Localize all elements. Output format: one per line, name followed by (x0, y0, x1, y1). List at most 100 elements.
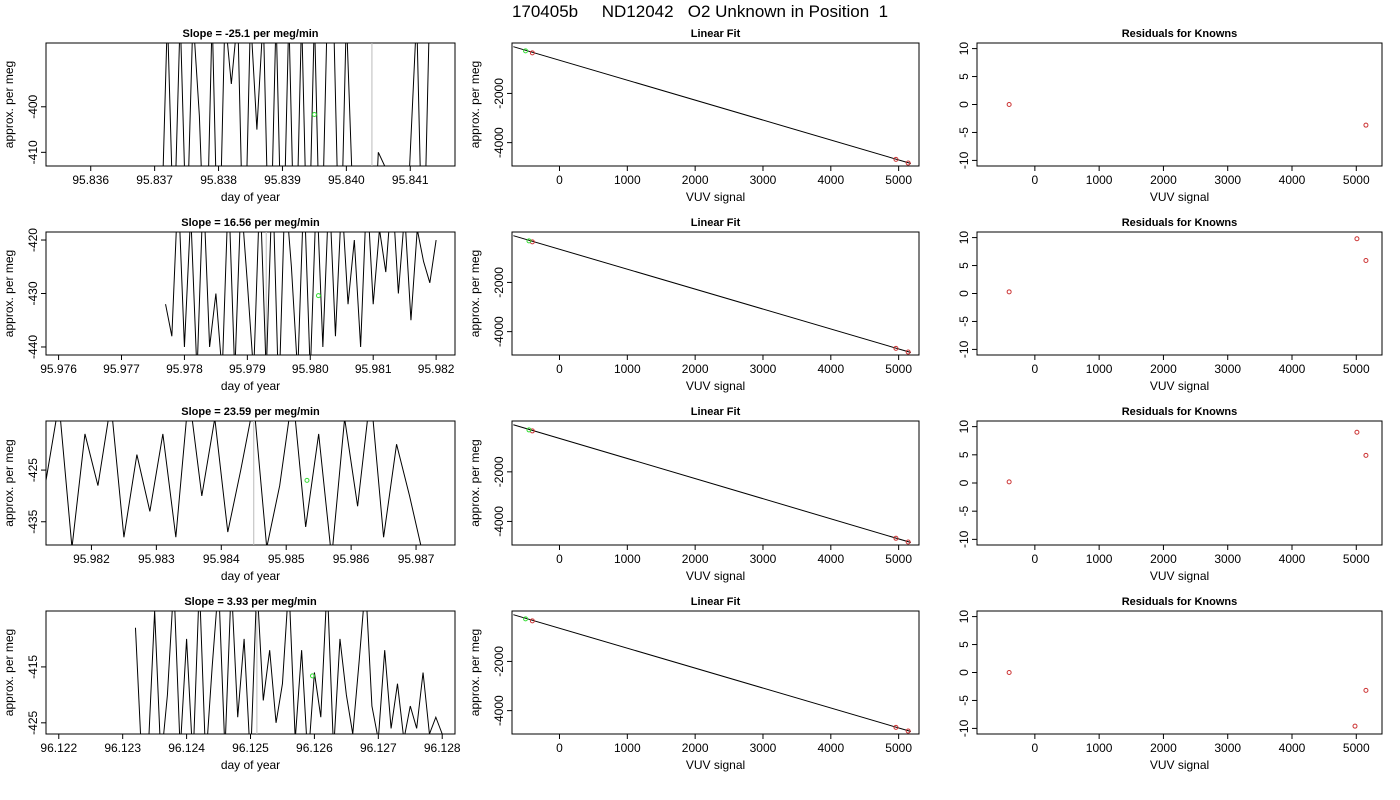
known-point (1352, 723, 1358, 729)
x-tick-label: 96.122 (40, 741, 77, 755)
x-axis-label: VUV signal (1150, 758, 1209, 772)
y-tick-label: 5 (957, 73, 971, 80)
panel-title: Slope = 3.93 per meg/min (184, 596, 317, 608)
x-tick-label: 1000 (614, 362, 641, 376)
y-tick-label: 10 (957, 42, 971, 56)
x-tick-label: 95.986 (333, 552, 370, 566)
x-tick-label: 3000 (750, 362, 777, 376)
x-tick-label: 0 (1032, 173, 1039, 187)
x-tick-label: 4000 (1279, 362, 1306, 376)
unknown-point (304, 477, 310, 483)
y-tick-label: -435 (26, 509, 40, 533)
x-tick-label: 95.841 (392, 173, 429, 187)
x-tick-label: 0 (556, 173, 563, 187)
x-axis-label: VUV signal (1150, 379, 1209, 393)
known-point (905, 539, 911, 545)
y-tick-label: -440 (26, 335, 40, 359)
known-point (1006, 102, 1012, 107)
x-tick-label: 1000 (1086, 552, 1113, 566)
x-tick-label: 2000 (1150, 362, 1177, 376)
x-tick-label: 4000 (817, 552, 844, 566)
panel-r4-resid: Residuals for Knowns 0 1000 2000 3000 4000 500… (957, 596, 1383, 772)
x-tick-label: 0 (1032, 362, 1039, 376)
panel-title: Slope = 16.56 per meg/min (181, 217, 320, 229)
panel-title: Residuals for Knowns (1122, 217, 1238, 229)
x-tick-label: 0 (556, 552, 563, 566)
y-tick-label: -2000 (492, 456, 506, 487)
plot-area (46, 421, 422, 545)
x-tick-label: 5000 (1343, 552, 1370, 566)
y-tick-label: -430 (26, 281, 40, 305)
x-tick-label: 2000 (682, 552, 709, 566)
x-tick-label: 2000 (1150, 741, 1177, 755)
y-tick-label: 0 (957, 669, 971, 676)
y-tick-label: -425 (26, 710, 40, 734)
x-tick-label: 0 (1032, 552, 1039, 566)
y-tick-label: -10 (957, 151, 971, 169)
fit-line (513, 46, 912, 165)
x-axis-label: VUV signal (1150, 190, 1209, 204)
known-point (1363, 122, 1369, 128)
y-axis-label: approx. per meg (468, 629, 482, 716)
x-tick-label: 1000 (1086, 741, 1113, 755)
panel-r3-resid: Residuals for Knowns 0 1000 2000 3000 4000 500… (957, 406, 1383, 583)
y-tick-label: 10 (957, 231, 971, 245)
x-tick-label: 96.125 (232, 741, 269, 755)
known-point (1363, 258, 1369, 264)
x-tick-label: 95.981 (355, 362, 392, 376)
known-point (1354, 236, 1360, 242)
x-tick-label: 3000 (750, 552, 777, 566)
panel-r1-resid: Residuals for Knowns 0 1000 2000 3000 4000 500… (957, 28, 1383, 204)
y-tick-label: -2000 (492, 267, 506, 298)
panel-title: Residuals for Knowns (1122, 406, 1238, 418)
trace-line (134, 611, 443, 734)
y-tick-label: -5 (957, 127, 971, 138)
x-tick-label: 95.839 (264, 173, 301, 187)
x-tick-label: 3000 (1214, 552, 1241, 566)
x-tick-label: 0 (1032, 741, 1039, 755)
panel-title: Slope = 23.59 per meg/min (181, 406, 320, 418)
y-axis-label: approx. per meg (468, 250, 482, 337)
unknown-point (526, 427, 532, 433)
x-tick-label: 1000 (1086, 362, 1113, 376)
y-tick-label: -400 (26, 94, 40, 118)
y-tick-label: -2000 (492, 78, 506, 109)
x-tick-label: 95.840 (328, 173, 365, 187)
x-tick-label: 95.987 (398, 552, 435, 566)
x-tick-label: 95.838 (200, 173, 237, 187)
y-axis-label: approx. per meg (2, 250, 16, 337)
x-axis-label: VUV signal (686, 190, 745, 204)
x-tick-label: 2000 (682, 362, 709, 376)
plot-frame (976, 610, 1383, 735)
x-tick-label: 4000 (817, 362, 844, 376)
plot-area (1006, 102, 1369, 128)
x-tick-label: 96.126 (296, 741, 333, 755)
x-tick-label: 1000 (614, 173, 641, 187)
fit-line (513, 235, 912, 354)
panel-title: Linear Fit (691, 406, 741, 418)
x-tick-label: 95.837 (136, 173, 173, 187)
x-tick-label: 4000 (1279, 552, 1306, 566)
x-tick-label: 95.978 (166, 362, 203, 376)
plot-frame (45, 420, 456, 546)
x-tick-label: 1000 (614, 552, 641, 566)
y-tick-label: -4000 (492, 127, 506, 158)
plot-area (1006, 670, 1369, 729)
known-point (905, 160, 911, 166)
known-point (893, 724, 899, 730)
x-tick-label: 5000 (885, 362, 912, 376)
known-point (529, 618, 535, 624)
known-point (1354, 429, 1360, 435)
y-tick-label: -415 (26, 655, 40, 679)
panel-title: Slope = -25.1 per meg/min (182, 28, 318, 40)
figure-title: 170405b ND12042 O2 Unknown in Position 1 (511, 2, 889, 21)
known-point (1006, 479, 1012, 485)
y-tick-label: -420 (26, 228, 40, 252)
x-tick-label: 3000 (1214, 741, 1241, 755)
plot-area (162, 43, 430, 166)
known-point (1006, 670, 1012, 675)
x-tick-label: 95.977 (103, 362, 140, 376)
panel-r2-fit: Linear Fit 0 1000 2000 3000 4000 5000 -2000 -400… (468, 217, 920, 393)
x-axis-label: day of year (221, 379, 280, 393)
x-tick-label: 95.985 (268, 552, 305, 566)
